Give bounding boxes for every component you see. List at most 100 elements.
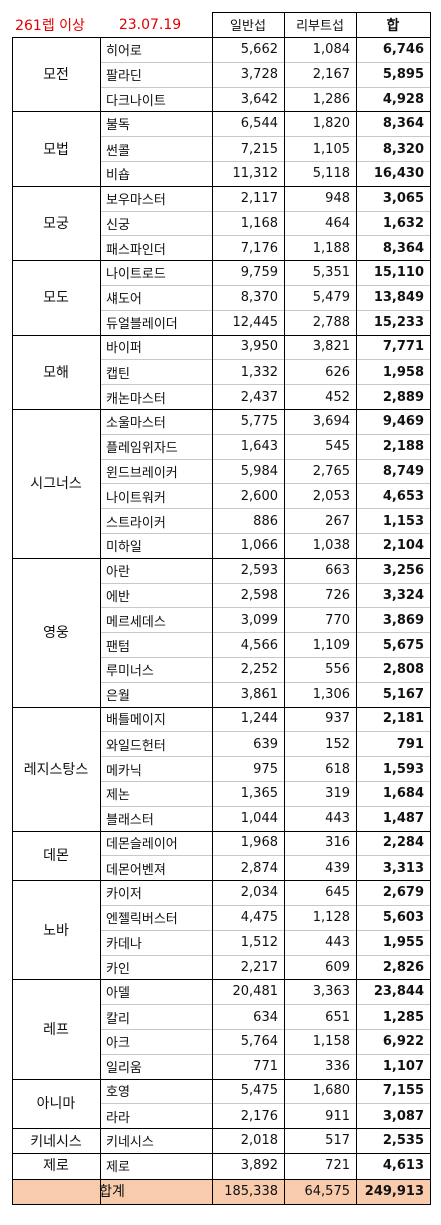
header-reboot[interactable]: 리부트섭	[296, 19, 344, 34]
reboot-server-cell[interactable]: 1,109	[284, 632, 356, 657]
normal-server-cell[interactable]: 2,117	[240, 190, 278, 206]
job-name-cell[interactable]: 불독	[106, 118, 130, 134]
job-name-cell[interactable]: 비숍	[100, 161, 212, 186]
normal-server-cell[interactable]: 639	[212, 731, 284, 756]
sum-cell[interactable]: 1,107	[356, 1053, 430, 1079]
reboot-server-cell[interactable]: 1,820	[312, 116, 350, 132]
date-label[interactable]: 23.07.19	[118, 16, 182, 33]
job-name-cell[interactable]: 라라	[100, 1103, 212, 1128]
normal-server-cell[interactable]: 5,662	[240, 41, 278, 57]
job-name-cell[interactable]: 에반	[100, 582, 212, 608]
normal-server-cell[interactable]: 2,252	[212, 657, 284, 682]
job-name-cell[interactable]: 듀얼블레이더	[100, 309, 212, 335]
reboot-server-cell[interactable]: 3,821	[312, 339, 350, 355]
sum-cell[interactable]: 15,110	[373, 265, 424, 281]
sum-cell[interactable]: 5,167	[356, 681, 430, 707]
normal-server-cell[interactable]: 2,593	[240, 562, 278, 578]
normal-server-cell[interactable]: 2,018	[240, 1133, 278, 1149]
reboot-server-cell[interactable]: 3,363	[312, 984, 350, 1000]
job-name-cell[interactable]: 데몬어벤져	[100, 855, 212, 880]
job-name-cell[interactable]: 칼리	[100, 1004, 212, 1029]
job-name-cell[interactable]: 다크나이트	[100, 86, 212, 112]
reboot-server-cell[interactable]: 2,788	[284, 309, 356, 335]
normal-server-cell[interactable]: 5,984	[212, 458, 284, 484]
sum-cell[interactable]: 2,826	[356, 954, 430, 980]
reboot-server-cell[interactable]: 1,128	[284, 905, 356, 930]
job-name-cell[interactable]: 신궁	[100, 210, 212, 236]
reboot-server-cell[interactable]: 152	[284, 731, 356, 756]
normal-server-cell[interactable]: 3,892	[240, 1157, 278, 1173]
job-name-cell[interactable]: 미하일	[100, 533, 212, 558]
reboot-server-cell[interactable]: 336	[284, 1053, 356, 1079]
job-name-cell[interactable]: 메르세데스	[100, 607, 212, 632]
reboot-server-cell[interactable]: 556	[284, 657, 356, 682]
reboot-server-cell[interactable]: 319	[284, 781, 356, 806]
job-name-cell[interactable]: 루미너스	[100, 657, 212, 682]
job-name-cell[interactable]: 썬콜	[100, 136, 212, 161]
reboot-server-cell[interactable]: 609	[284, 954, 356, 980]
reboot-server-cell[interactable]: 1,105	[284, 136, 356, 161]
sum-cell[interactable]: 1,632	[356, 210, 430, 236]
normal-server-cell[interactable]: 771	[212, 1053, 284, 1079]
total-label[interactable]: 합계	[99, 1184, 125, 1201]
reboot-server-cell[interactable]: 948	[325, 190, 350, 206]
job-name-cell[interactable]: 소울마스터	[106, 415, 166, 431]
group-name-cell[interactable]: 모해	[43, 364, 69, 381]
job-name-cell[interactable]: 캐논마스터	[100, 384, 212, 409]
group-name-cell[interactable]: 모법	[43, 141, 69, 158]
job-name-cell[interactable]: 팬텀	[100, 632, 212, 657]
job-name-cell[interactable]: 메카닉	[100, 756, 212, 781]
reboot-server-cell[interactable]: 726	[284, 582, 356, 608]
sum-cell[interactable]: 8,364	[382, 116, 424, 132]
sum-cell[interactable]: 1,593	[356, 756, 430, 781]
job-name-cell[interactable]: 아크	[100, 1029, 212, 1054]
sum-cell[interactable]: 6,922	[356, 1029, 430, 1054]
reboot-server-cell[interactable]: 1,188	[284, 235, 356, 260]
normal-server-cell[interactable]: 1,968	[240, 835, 278, 851]
normal-server-cell[interactable]: 975	[212, 756, 284, 781]
reboot-server-cell[interactable]: 911	[284, 1103, 356, 1128]
reboot-server-cell[interactable]: 1,084	[312, 41, 350, 57]
sum-cell[interactable]: 1,487	[356, 805, 430, 831]
reboot-server-cell[interactable]: 663	[325, 562, 350, 578]
job-name-cell[interactable]: 일리움	[100, 1053, 212, 1079]
job-name-cell[interactable]: 플레임위자드	[100, 433, 212, 459]
job-name-cell[interactable]: 제논	[100, 781, 212, 806]
sum-cell[interactable]: 1,153	[356, 508, 430, 533]
group-name-cell[interactable]: 모궁	[43, 215, 69, 232]
sum-cell[interactable]: 8,364	[356, 235, 430, 260]
sum-cell[interactable]: 15,233	[356, 309, 430, 335]
sum-cell[interactable]: 3,256	[382, 562, 424, 578]
sum-cell[interactable]: 5,895	[356, 61, 430, 87]
normal-server-cell[interactable]: 7,215	[212, 136, 284, 161]
reboot-server-cell[interactable]: 443	[284, 805, 356, 831]
header-sum[interactable]: 합	[386, 17, 400, 34]
job-name-cell[interactable]: 호영	[106, 1085, 130, 1101]
sum-cell[interactable]: 2,104	[356, 533, 430, 558]
sum-cell[interactable]: 9,469	[382, 413, 424, 429]
sum-cell[interactable]: 5,603	[356, 905, 430, 930]
job-name-cell[interactable]: 엔젤릭버스터	[100, 905, 212, 930]
group-name-cell[interactable]: 아니마	[36, 1096, 76, 1113]
job-name-cell[interactable]: 데몬슬레이어	[106, 837, 178, 853]
sum-cell[interactable]: 4,613	[382, 1157, 424, 1173]
sum-cell[interactable]: 3,087	[356, 1103, 430, 1128]
normal-server-cell[interactable]: 5,764	[212, 1029, 284, 1054]
job-name-cell[interactable]: 카이저	[106, 887, 142, 903]
reboot-server-cell[interactable]: 721	[325, 1157, 350, 1173]
sum-cell[interactable]: 3,313	[356, 855, 430, 880]
normal-server-cell[interactable]: 20,481	[232, 984, 279, 1000]
normal-server-cell[interactable]: 9,759	[240, 265, 278, 281]
reboot-server-cell[interactable]: 1,680	[312, 1083, 350, 1099]
reboot-server-cell[interactable]: 937	[325, 711, 350, 727]
normal-server-cell[interactable]: 3,728	[212, 61, 284, 87]
sum-cell[interactable]: 3,065	[382, 190, 424, 206]
job-name-cell[interactable]: 나이트워커	[100, 483, 212, 508]
job-name-cell[interactable]: 은월	[100, 681, 212, 707]
sum-cell[interactable]: 7,155	[382, 1083, 424, 1099]
reboot-server-cell[interactable]: 5,351	[312, 265, 350, 281]
normal-server-cell[interactable]: 886	[212, 508, 284, 533]
normal-server-cell[interactable]: 2,598	[212, 582, 284, 608]
reboot-server-cell[interactable]: 626	[284, 359, 356, 384]
reboot-server-cell[interactable]: 618	[284, 756, 356, 781]
